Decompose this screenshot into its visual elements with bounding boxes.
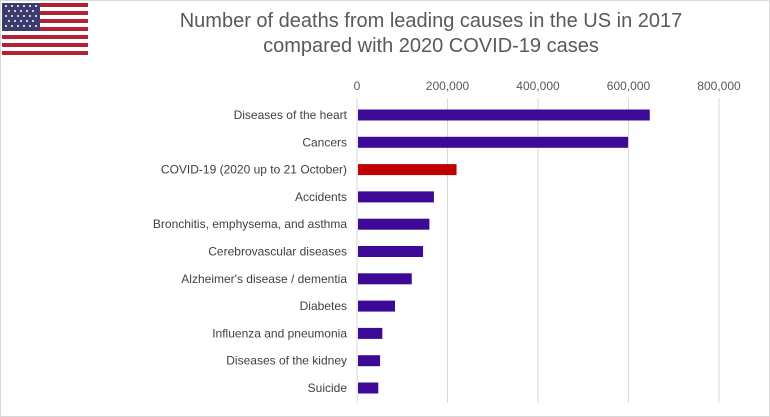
- bar: [358, 327, 383, 339]
- bars: [358, 109, 650, 394]
- bar: [358, 218, 430, 230]
- x-tick-label: 200,000: [426, 79, 470, 93]
- category-label: Cancers: [302, 135, 347, 149]
- category-label: Influenza and pneumonia: [212, 326, 347, 340]
- category-label: Suicide: [308, 381, 348, 395]
- category-labels: Diseases of the heart Cancers COVID-19 (20…: [153, 108, 348, 395]
- bar: [358, 136, 629, 148]
- bar: [358, 164, 457, 176]
- bar: [358, 382, 379, 394]
- x-tick-label: 800,000: [697, 79, 741, 93]
- x-axis-ticks: 0 200,000 400,000 600,000 800,000: [354, 79, 741, 93]
- bar: [358, 246, 424, 257]
- bar: [358, 300, 396, 312]
- category-label: Accidents: [295, 190, 347, 204]
- gridlines: [356, 98, 720, 403]
- category-label: Diseases of the kidney: [226, 354, 347, 368]
- chart-title-line-2: compared with 2020 COVID-19 cases: [263, 35, 599, 57]
- category-label: Diabetes: [300, 299, 347, 313]
- category-label: COVID-19 (2020 up to 21 October): [161, 163, 347, 177]
- category-label: Cerebrovascular diseases: [208, 245, 347, 259]
- chart-title-line-1: Number of deaths from leading causes in …: [179, 10, 683, 32]
- bar: [358, 355, 381, 367]
- us-flag-icon: [2, 3, 88, 55]
- category-label: Diseases of the heart: [234, 108, 348, 122]
- x-tick-label: 400,000: [516, 79, 560, 93]
- bar: [358, 273, 412, 285]
- bar: [358, 109, 650, 121]
- category-label: Bronchitis, emphysema, and asthma: [153, 217, 347, 231]
- bar: [358, 191, 434, 203]
- chart-title: Number of deaths from leading causes in …: [91, 9, 770, 59]
- x-tick-label: 0: [354, 79, 361, 93]
- category-label: Alzheimer's disease / dementia: [181, 272, 347, 286]
- x-tick-label: 600,000: [607, 79, 651, 93]
